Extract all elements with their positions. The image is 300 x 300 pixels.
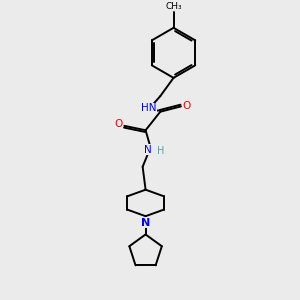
Text: HN: HN <box>141 103 157 113</box>
Text: O: O <box>114 119 123 129</box>
Text: N: N <box>141 218 150 228</box>
Text: N: N <box>144 145 152 155</box>
Text: H: H <box>157 146 165 156</box>
Text: CH₃: CH₃ <box>165 2 182 11</box>
Text: O: O <box>183 101 191 111</box>
